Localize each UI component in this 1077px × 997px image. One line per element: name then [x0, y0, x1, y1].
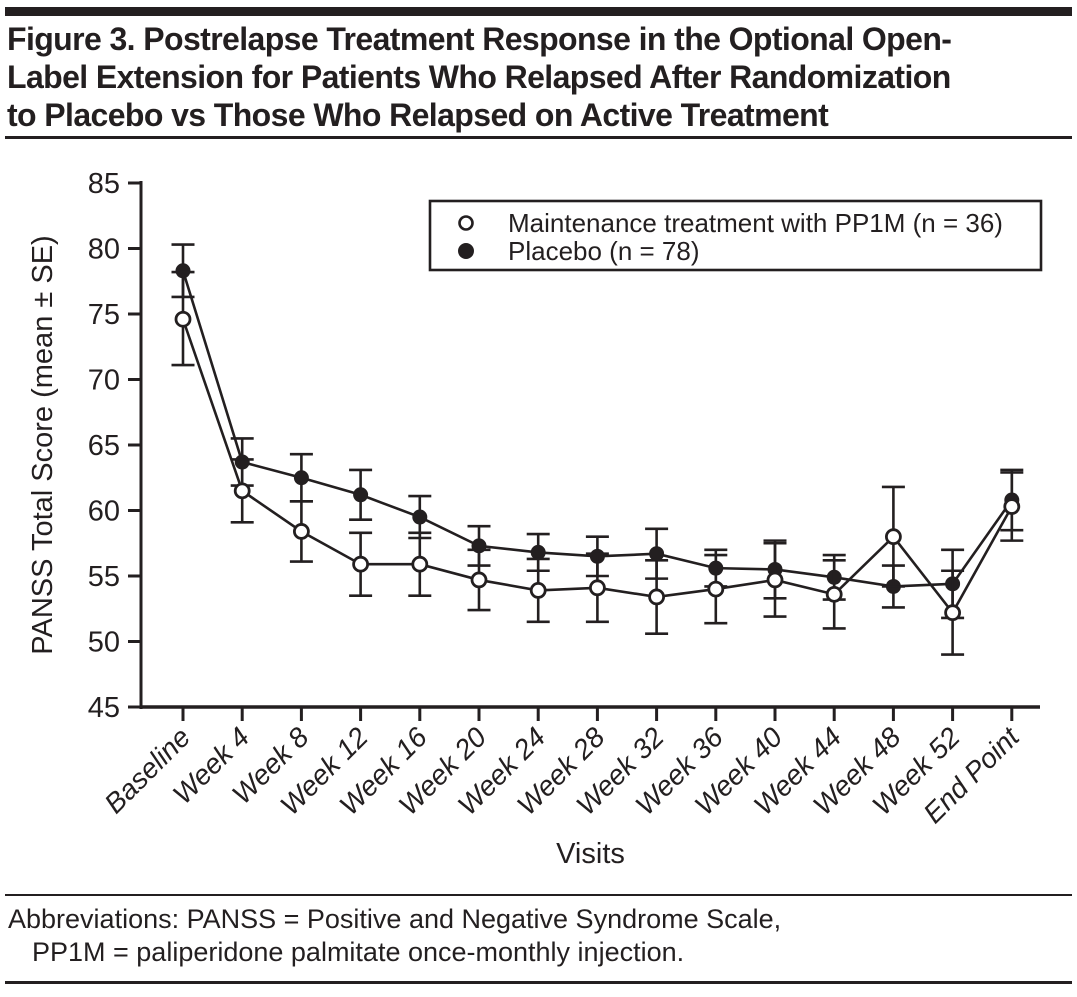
legend-label: Maintenance treatment with PP1M (n = 36) [508, 208, 1003, 238]
data-point-open-circle [707, 580, 725, 598]
footer-rule-top [5, 894, 1072, 896]
data-point-open-circle [944, 604, 961, 622]
data-point-filled-circle [412, 509, 428, 525]
y-axis-title: PANSS Total Score (mean ± SE) [27, 235, 59, 654]
title-rule [5, 136, 1072, 139]
x-axis-title: Visits [556, 838, 625, 870]
data-point-open-circle [885, 528, 902, 546]
figure-title: Figure 3. Postrelapse Treatment Response… [7, 20, 1075, 134]
data-point-open-circle [766, 571, 784, 589]
legend-box [428, 199, 1043, 272]
data-point-open-circle [1003, 498, 1021, 515]
legend: Maintenance treatment with PP1M (n = 36)… [428, 199, 1043, 272]
abbreviations-note: Abbreviations: PANSS = Positive and Nega… [8, 903, 1068, 969]
top-rule [5, 7, 1072, 16]
data-point-filled-circle [530, 544, 546, 560]
figure-title-line-1: Figure 3. Postrelapse Treatment Response… [7, 21, 952, 57]
y-axis-tick-label: 85 [88, 168, 120, 200]
y-axis-tick-label: 45 [88, 692, 120, 724]
figure-title-line-3: to Placebo vs Those Who Relapsed on Acti… [7, 97, 829, 133]
x-axis-tick-label: Baseline [98, 721, 196, 819]
data-point-filled-circle [353, 487, 369, 503]
footer-rule-bottom [5, 981, 1072, 984]
y-axis-tick-label: 80 [88, 234, 120, 266]
data-point-open-circle [352, 555, 370, 573]
data-point-filled-circle [293, 470, 309, 486]
abbreviations-line-2: PP1M = paliperidone palmitate once-month… [32, 937, 685, 967]
abbreviations-line-1: Abbreviations: PANSS = Positive and Nega… [8, 904, 782, 934]
y-axis-tick-label: 70 [88, 365, 120, 397]
y-axis-tick-label: 75 [88, 299, 120, 331]
y-axis-tick-label: 65 [88, 430, 120, 462]
y-axis-tick-label: 50 [88, 627, 120, 659]
data-point-open-circle [589, 579, 606, 597]
y-axis: 45 50 55 60 65 70 75 80 85 PANSS Total Score (mea… [27, 168, 143, 724]
y-axis-tick-label: 60 [88, 496, 120, 528]
data-point-open-circle [233, 482, 251, 500]
legend-marker-open-circle [458, 215, 474, 231]
figure-title-line-2: Label Extension for Patients Who Relapse… [7, 59, 951, 95]
data-point-open-circle [292, 523, 310, 540]
data-point-open-circle [411, 555, 429, 573]
data-point-open-circle [648, 588, 665, 606]
data-point-filled-circle [649, 546, 665, 562]
y-axis-tick-label: 55 [88, 561, 120, 593]
legend-marker-filled-circle [458, 243, 474, 259]
data-point-open-circle [470, 571, 488, 589]
series-pp1m [171, 270, 1024, 656]
data-point-open-circle [174, 310, 192, 328]
data-point-open-circle [529, 582, 547, 599]
data-point-open-circle [825, 585, 843, 603]
legend-label: Placebo (n = 78) [508, 236, 700, 266]
data-point-filled-circle [175, 263, 191, 279]
